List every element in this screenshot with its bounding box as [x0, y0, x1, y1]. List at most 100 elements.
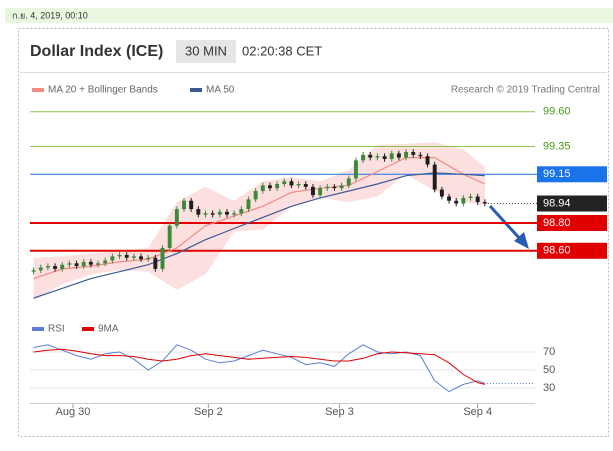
candle-body [375, 156, 380, 158]
legend-swatch [190, 88, 202, 92]
candle-body [332, 186, 337, 189]
candle-body [432, 164, 437, 190]
candle-body [139, 256, 143, 260]
candle-body [439, 189, 444, 197]
candle-body [447, 196, 452, 201]
interval: 30 MIN [185, 43, 227, 58]
candle-body [296, 184, 301, 186]
timestamp: ก.ย. 4, 2019, 00:10 [12, 10, 88, 20]
candle-body [81, 261, 86, 267]
chart-title: Dollar Index (ICE) [30, 43, 163, 60]
candle-body [353, 160, 358, 179]
candle-body [88, 261, 93, 265]
labels: 99.60 99.35 99.15 98.80 98.60 98.94 MA 20 + Bo… [32, 85, 607, 418]
level-label: 98.60 [543, 245, 571, 257]
candle-body [182, 200, 186, 210]
candle-body [103, 260, 108, 264]
legend-label: MA 20 + Bollinger Bands [48, 85, 158, 96]
candle-body [282, 181, 287, 185]
indicator-line [33, 344, 486, 393]
last-price-tag [537, 195, 607, 212]
candle-body [196, 209, 201, 215]
candle-body [361, 154, 366, 161]
candle-body [117, 254, 122, 257]
timestamp-strip [5, 8, 613, 23]
candle-body [239, 209, 244, 214]
candle-body [310, 186, 315, 196]
attribution: Research © 2019 Trading Central [451, 85, 600, 96]
candle-body [468, 196, 473, 198]
candle-body [289, 181, 294, 186]
y-tick-label: 30 [543, 382, 555, 394]
legend-label: RSI [48, 324, 65, 335]
candle-body [346, 178, 351, 186]
candle-body [189, 200, 194, 210]
candle-body [225, 211, 229, 215]
candle-body [60, 264, 65, 269]
candle-body [396, 153, 401, 158]
level-tag [537, 242, 607, 259]
legend-label: MA 50 [206, 85, 235, 96]
candle-body [232, 213, 237, 215]
candle-body [246, 199, 251, 210]
candle-body [67, 263, 72, 265]
x-tick-label: Aug 30 [56, 406, 91, 418]
candle-body [418, 154, 423, 157]
moving-average [33, 172, 485, 299]
level-label: 98.80 [543, 217, 571, 229]
interval-box [176, 40, 236, 63]
y-tick-label: 50 [543, 364, 555, 376]
candle-body [174, 209, 179, 226]
legend-swatch [82, 327, 94, 331]
chart-frame [18, 28, 609, 437]
candle-body [210, 213, 215, 215]
candle-body [267, 185, 272, 189]
candle-body [475, 196, 480, 203]
candle-body [368, 154, 373, 158]
candle-body [339, 185, 344, 189]
y-tick-label: 70 [543, 346, 555, 358]
x-tick-label: Sep 3 [325, 406, 354, 418]
candle-body [110, 256, 115, 261]
last-price-label: 98.94 [543, 197, 571, 209]
candle-body [260, 185, 265, 191]
level-label: 99.15 [543, 168, 571, 180]
level-label: 99.60 [543, 106, 571, 118]
price-pane [30, 111, 535, 301]
candle-body [45, 266, 50, 268]
candle-body [96, 263, 101, 265]
candle-body [167, 225, 172, 249]
candle-body [131, 256, 136, 258]
candle-body [217, 211, 222, 215]
candle-body [38, 267, 43, 271]
candle-body [425, 156, 430, 165]
candle-body [303, 184, 308, 187]
candle-body [124, 254, 129, 258]
level-tag [537, 214, 607, 231]
candle-body [461, 197, 466, 204]
candle-body [160, 248, 165, 269]
candle-body [482, 202, 487, 204]
candle-body [53, 266, 58, 269]
candle-body [389, 153, 394, 159]
legend-label: 9MA [98, 324, 119, 335]
rsi-pane [30, 344, 535, 393]
candle-body [203, 213, 208, 215]
trend-arrow [488, 204, 529, 249]
bollinger-band [33, 142, 485, 301]
indicator-line [33, 348, 486, 385]
candle-body [31, 270, 36, 272]
legend-swatch [32, 327, 44, 331]
candle-body [382, 156, 387, 159]
level-label: 99.35 [543, 140, 571, 152]
candle-body [146, 257, 151, 260]
candle-body [275, 184, 280, 189]
candle-body [454, 200, 459, 204]
candle-body [404, 152, 409, 158]
candle-body [325, 186, 330, 189]
moving-average [33, 157, 486, 280]
candle-body [253, 190, 258, 200]
candle-body [74, 263, 79, 267]
candle-body [411, 152, 416, 155]
x-tick-label: Sep 4 [463, 406, 492, 418]
